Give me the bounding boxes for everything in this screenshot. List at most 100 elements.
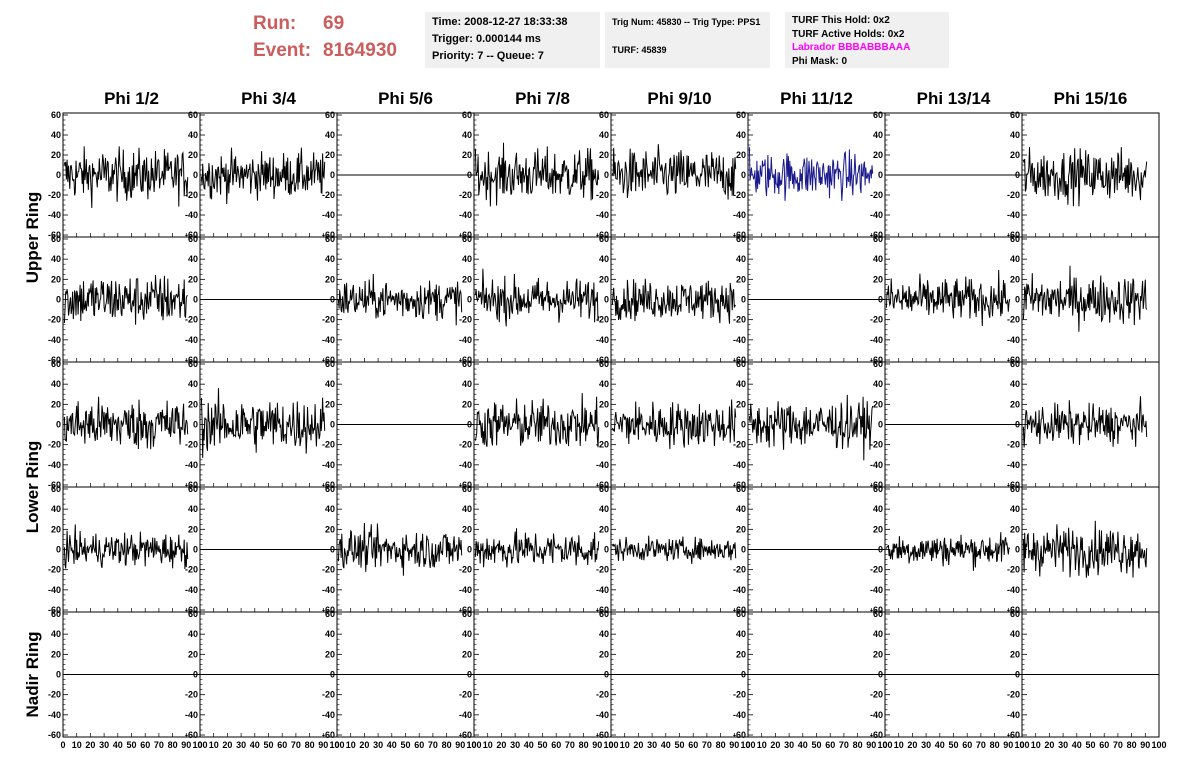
y-tick-label: -60 xyxy=(870,730,883,740)
y-tick-label: -60 xyxy=(459,730,472,740)
phi-mask-text: Phi Mask: 0 xyxy=(792,55,848,67)
y-tick-label: 60 xyxy=(599,484,609,494)
y-tick-label: 0 xyxy=(604,420,609,430)
y-tick-label: 0 xyxy=(741,420,746,430)
turf-text: TURF: 45839 xyxy=(612,45,667,55)
y-tick-label: 20 xyxy=(51,649,61,659)
y-tick-label: 0 xyxy=(878,545,883,555)
y-tick-label: -60 xyxy=(596,355,609,365)
waveform-trace xyxy=(474,268,600,327)
y-tick-label: 40 xyxy=(51,504,61,514)
y-tick-label: 0 xyxy=(741,670,746,680)
x-tick-label: 50 xyxy=(126,740,136,750)
y-tick-label: -40 xyxy=(185,335,198,345)
x-tick-label: 10 xyxy=(346,740,356,750)
y-tick-label: -40 xyxy=(733,585,746,595)
y-tick-label: -40 xyxy=(48,710,61,720)
y-tick-label: 20 xyxy=(188,274,198,284)
x-tick-label: 50 xyxy=(948,740,958,750)
x-tick-label: 10 xyxy=(757,740,767,750)
y-tick-label: 20 xyxy=(188,150,198,160)
x-tick-label: 90 xyxy=(455,740,465,750)
y-tick-label: 60 xyxy=(1010,359,1020,369)
y-tick-label: -40 xyxy=(185,210,198,220)
y-tick-label: 60 xyxy=(325,234,335,244)
waveform-trace xyxy=(1022,265,1148,332)
y-tick-label: -60 xyxy=(870,480,883,490)
waveform-trace xyxy=(748,147,874,202)
x-tick-label: 0 xyxy=(1019,740,1024,750)
y-tick-label: 40 xyxy=(873,254,883,264)
y-tick-label: -20 xyxy=(596,440,609,450)
y-tick-label: -20 xyxy=(48,690,61,700)
y-tick-label: 0 xyxy=(56,545,61,555)
x-tick-label: 20 xyxy=(222,740,232,750)
y-tick-label: 20 xyxy=(462,524,472,534)
y-tick-label: -60 xyxy=(733,230,746,240)
y-tick-label: 40 xyxy=(599,379,609,389)
waveform-trace xyxy=(474,142,600,207)
x-tick-label: 70 xyxy=(839,740,849,750)
y-tick-label: 40 xyxy=(1010,130,1020,140)
y-tick-label: 40 xyxy=(462,629,472,639)
y-tick-label: -40 xyxy=(459,585,472,595)
x-tick-label: 0 xyxy=(882,740,887,750)
x-tick-label: 20 xyxy=(496,740,506,750)
time-trigger-panel: Time: 2008-12-27 18:33:38 Trigger: 0.000… xyxy=(425,12,600,68)
x-tick-label: 10 xyxy=(894,740,904,750)
y-tick-label: -20 xyxy=(459,565,472,575)
y-tick-label: -20 xyxy=(870,315,883,325)
y-tick-label: 40 xyxy=(873,504,883,514)
waveform-trace xyxy=(474,393,600,448)
x-tick-label: 50 xyxy=(1085,740,1095,750)
x-tick-label: 90 xyxy=(318,740,328,750)
y-tick-label: 0 xyxy=(330,545,335,555)
y-tick-label: -20 xyxy=(459,315,472,325)
y-tick-label: 40 xyxy=(1010,254,1020,264)
y-tick-label: 40 xyxy=(188,130,198,140)
y-tick-label: -40 xyxy=(870,335,883,345)
y-tick-label: 60 xyxy=(736,484,746,494)
y-tick-label: 60 xyxy=(325,609,335,619)
y-tick-label: -60 xyxy=(459,605,472,615)
y-tick-label: -60 xyxy=(185,230,198,240)
y-tick-label: -40 xyxy=(48,460,61,470)
y-tick-label: 40 xyxy=(188,504,198,514)
waveform-trace xyxy=(63,396,189,450)
x-tick-label: 0 xyxy=(608,740,613,750)
y-tick-label: 60 xyxy=(188,359,198,369)
x-tick-label: 70 xyxy=(702,740,712,750)
y-tick-label: 20 xyxy=(51,399,61,409)
ring-label: Upper Ring xyxy=(23,192,42,284)
x-tick-label: 90 xyxy=(866,740,876,750)
x-tick-label: 40 xyxy=(524,740,534,750)
y-tick-label: 40 xyxy=(736,379,746,389)
y-tick-label: -40 xyxy=(459,210,472,220)
y-tick-label: -40 xyxy=(870,460,883,470)
run-event-box: Run: 69 Event: 8164930 xyxy=(253,10,418,64)
y-tick-label: 20 xyxy=(1010,524,1020,534)
y-tick-label: -40 xyxy=(48,585,61,595)
y-tick-label: 60 xyxy=(736,609,746,619)
y-tick-label: -40 xyxy=(1007,585,1020,595)
waveform-trace xyxy=(885,269,1011,327)
y-tick-label: 20 xyxy=(1010,649,1020,659)
x-tick-label: 0 xyxy=(334,740,339,750)
y-tick-label: 60 xyxy=(599,234,609,244)
y-tick-label: 40 xyxy=(462,130,472,140)
y-tick-label: -60 xyxy=(1007,730,1020,740)
y-tick-label: 20 xyxy=(736,649,746,659)
x-tick-label: 40 xyxy=(387,740,397,750)
column-header: Phi 5/6 xyxy=(378,89,433,108)
y-tick-label: 40 xyxy=(462,504,472,514)
y-tick-label: -20 xyxy=(322,565,335,575)
y-tick-label: 0 xyxy=(193,295,198,305)
y-tick-label: 20 xyxy=(462,150,472,160)
labrador-text: Labrador BBBABBBAAA xyxy=(792,42,911,53)
y-tick-label: 60 xyxy=(188,484,198,494)
x-tick-label: 20 xyxy=(907,740,917,750)
column-header: Phi 3/4 xyxy=(241,89,296,108)
waveform-trace xyxy=(1022,520,1148,578)
x-tick-label: 70 xyxy=(1113,740,1123,750)
